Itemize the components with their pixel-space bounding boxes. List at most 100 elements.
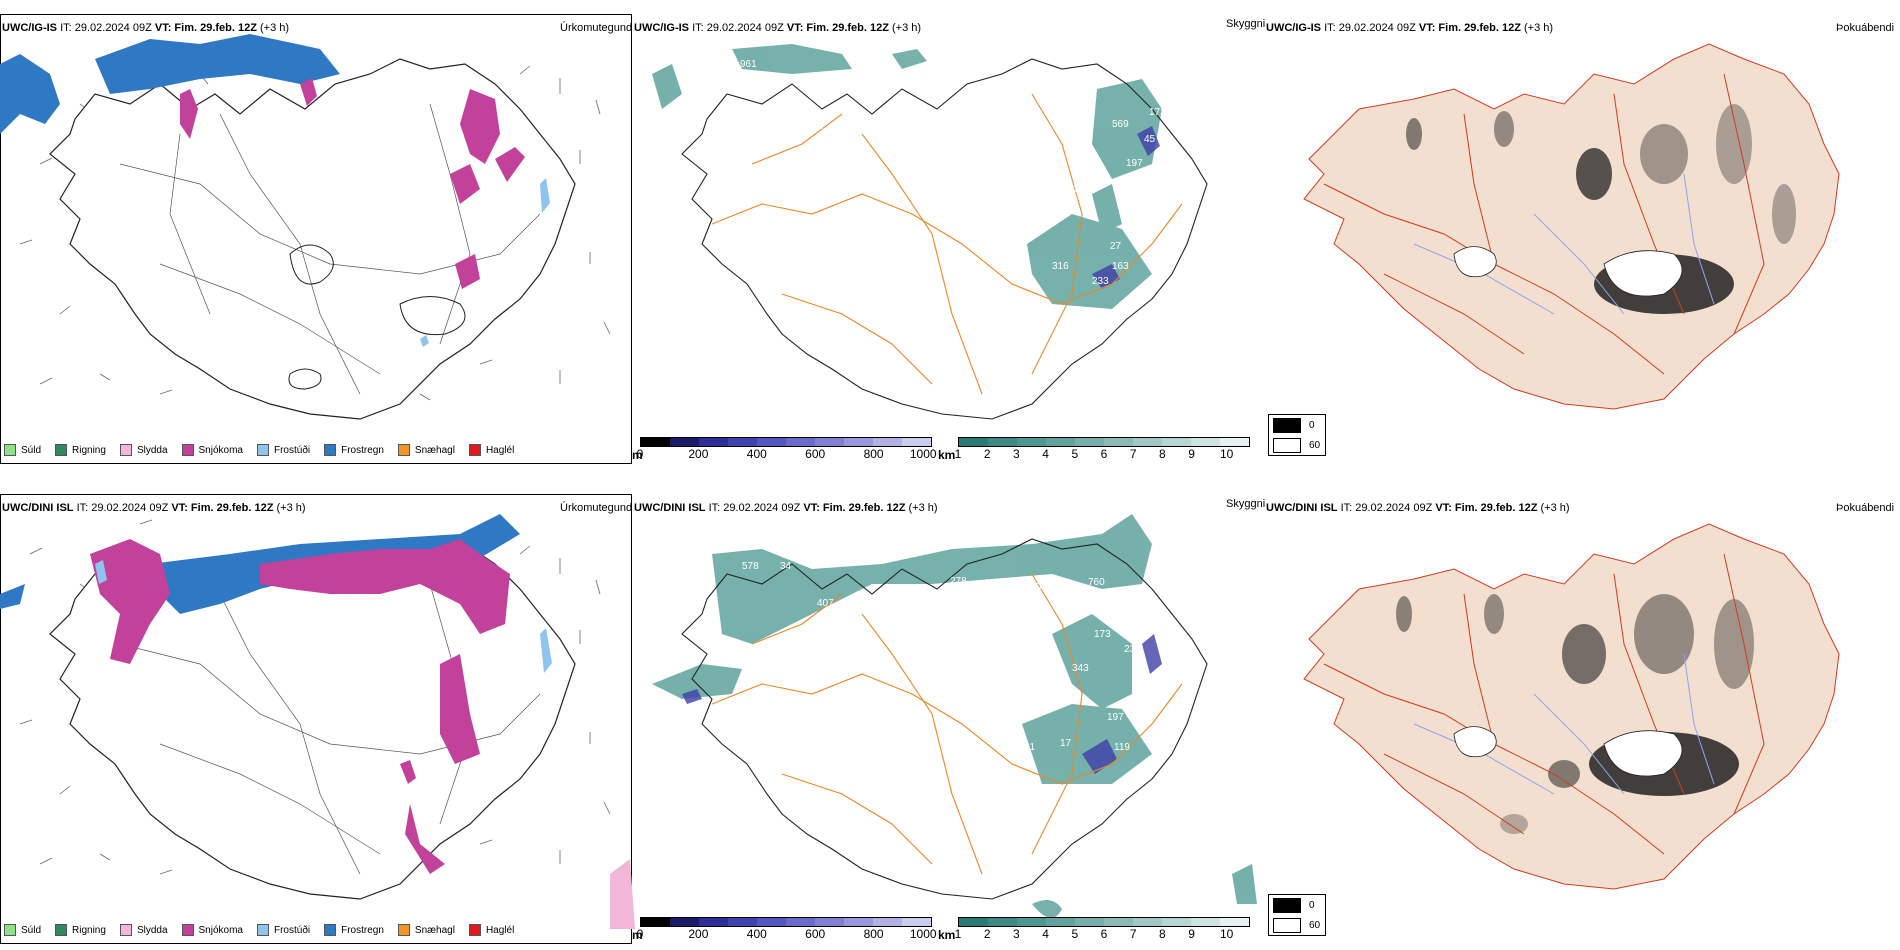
model-name: UWC/IG-IS <box>1266 22 1321 34</box>
ceiling-value-label: 17 <box>1060 738 1072 749</box>
legend-item: Slydda <box>119 924 168 936</box>
ceiling-color-cells <box>640 437 932 447</box>
legend-label: Frostúði <box>273 444 311 456</box>
visibility-panel-dini: UWC/DINI ISL IT: 29.02.2024 09Z VT: Fim.… <box>632 494 1265 944</box>
ceiling-tick: 1000 <box>909 447 937 461</box>
legend-swatch-frostudi <box>256 924 269 936</box>
legend-swatch-snjokoma <box>181 924 194 936</box>
visibility-color-cell <box>1191 918 1220 926</box>
ceiling-color-cell <box>670 918 699 926</box>
legend-item: Súld <box>4 444 41 456</box>
visibility-scale: 1 2 3 4 5 6 7 8 9 10 <box>954 917 1250 941</box>
glacier-outline <box>1453 246 1683 297</box>
road-network <box>711 93 1183 395</box>
ceiling-color-cell <box>699 918 728 926</box>
visibility-color-cell <box>1104 918 1133 926</box>
ceiling-value-label: 316 <box>1052 261 1069 272</box>
legend-swatch-rigning <box>55 924 68 936</box>
visibility-tick: 2 <box>983 447 991 461</box>
glacier-outline <box>288 244 466 390</box>
visibility-tick: 10 <box>1219 927 1234 941</box>
visibility-tick: 2 <box>983 927 991 941</box>
ceiling-tick: 0 <box>636 927 644 941</box>
product-name: Þokuábendi <box>1836 22 1895 34</box>
ceiling-value-label: 311 <box>808 645 824 656</box>
visibility-color-cell <box>1104 438 1133 446</box>
ceiling-value-label: 946 <box>1070 589 1087 600</box>
ceiling-tick: 400 <box>746 447 767 461</box>
init-time: IT: 29.02.2024 09Z <box>76 502 169 514</box>
ceiling-tick: 800 <box>863 927 884 941</box>
ceiling-unit-label: m <box>632 448 643 462</box>
valid-time: VT: Fim. 29.feb. 12Z <box>1418 22 1521 34</box>
road-network <box>711 573 1183 875</box>
visibility-color-cell <box>1046 438 1075 446</box>
ceiling-color-cell <box>873 918 902 926</box>
legend-swatch-frostregn <box>324 924 337 936</box>
ceiling-value-label: 961 <box>740 59 757 70</box>
fog-legend-label: 60 <box>1309 439 1321 451</box>
legend-item: Frostregn <box>324 924 384 936</box>
iceland-map-fog-igis <box>1303 43 1840 410</box>
legend-label: Snjókoma <box>198 924 243 936</box>
visibility-color-cell <box>1046 918 1075 926</box>
legend-item: Frostúði <box>256 444 311 456</box>
precip-frostregn-areas <box>0 34 340 134</box>
visibility-unit-label: km <box>938 928 956 942</box>
legend-item: Rigning <box>55 444 106 456</box>
ceiling-value-label: 343 <box>1072 663 1089 674</box>
panel-title: UWC/IG-IS IT: 29.02.2024 09Z VT: Fim. 29… <box>634 22 921 34</box>
precip-frostudi-areas <box>420 178 550 347</box>
iceland-outline <box>49 58 576 420</box>
model-name: UWC/IG-IS <box>634 22 689 34</box>
fog-legend-label: 0 <box>1309 419 1315 431</box>
panel-title: UWC/IG-IS IT: 29.02.2024 09Z VT: Fim. 29… <box>1266 22 1553 34</box>
lead-time: (+3 h) <box>892 22 922 34</box>
ceiling-value-label: 119 <box>1114 742 1130 753</box>
fog-indicator-panel-igis: UWC/IG-IS IT: 29.02.2024 09Z VT: Fim. 29… <box>1264 14 1900 464</box>
precip-type-legend: Súld Rigning Slydda Snjókoma Frostúði Fr… <box>4 924 514 936</box>
panel-title: UWC/DINI ISL IT: 29.02.2024 09Z VT: Fim.… <box>1266 502 1570 514</box>
road-network <box>119 583 541 875</box>
visibility-tick: 1 <box>954 927 962 941</box>
legend-label: Haglél <box>485 924 515 936</box>
ceiling-value-label: 51 <box>1168 671 1180 682</box>
init-time: IT: 29.02.2024 09Z <box>60 22 152 34</box>
legend-item: Snæhagl <box>397 444 455 456</box>
ceiling-value-label: 17 <box>796 653 808 664</box>
product-name: Skyggni <box>1226 18 1266 30</box>
ceiling-value-label: 177 <box>1096 608 1113 619</box>
legend-swatch-snaehagl <box>397 924 410 936</box>
ceiling-value-label: 21 <box>1024 742 1036 753</box>
lead-time: (+3 h) <box>1524 22 1554 34</box>
ceiling-color-cell <box>728 918 757 926</box>
model-name: UWC/DINI ISL <box>1266 502 1338 514</box>
ceiling-fields <box>682 634 1162 774</box>
ceiling-color-cell <box>641 918 670 926</box>
legend-swatch-frostudi <box>256 444 269 456</box>
legend-item: Snæhagl <box>397 924 455 936</box>
fog-swatch-white <box>1273 437 1301 453</box>
ceiling-value-label: 249 <box>1047 211 1064 222</box>
visibility-tick: 4 <box>1042 927 1049 941</box>
ceiling-color-cells <box>640 917 932 927</box>
ceiling-value-label: 1464 <box>984 578 1007 589</box>
iceland-map-precip-dini <box>0 514 635 929</box>
ceiling-value-label: 250 <box>1044 689 1061 700</box>
visibility-color-cell <box>1162 918 1191 926</box>
lead-time: (+3 h) <box>260 22 290 34</box>
product-name: Úrkomutegund <box>560 502 633 514</box>
visibility-color-cells <box>958 917 1250 927</box>
visibility-color-cell <box>1220 438 1249 446</box>
ceiling-value-label: 760 <box>1088 577 1105 588</box>
legend-item: Snjókoma <box>181 444 243 456</box>
product-name: Úrkomutegund <box>560 22 633 34</box>
lead-time: (+3 h) <box>1540 502 1570 514</box>
panel-title: UWC/IG-IS IT: 29.02.2024 09Z VT: Fim. 29… <box>2 22 289 34</box>
visibility-tick: 7 <box>1129 447 1137 461</box>
ceiling-value-label: 233 <box>1092 276 1109 287</box>
visibility-color-cell <box>1075 438 1104 446</box>
legend-label: Slydda <box>136 444 168 456</box>
iceland-map-fog-dini <box>1303 523 1840 890</box>
valid-time: VT: Fim. 29.feb. 12Z <box>154 22 257 34</box>
